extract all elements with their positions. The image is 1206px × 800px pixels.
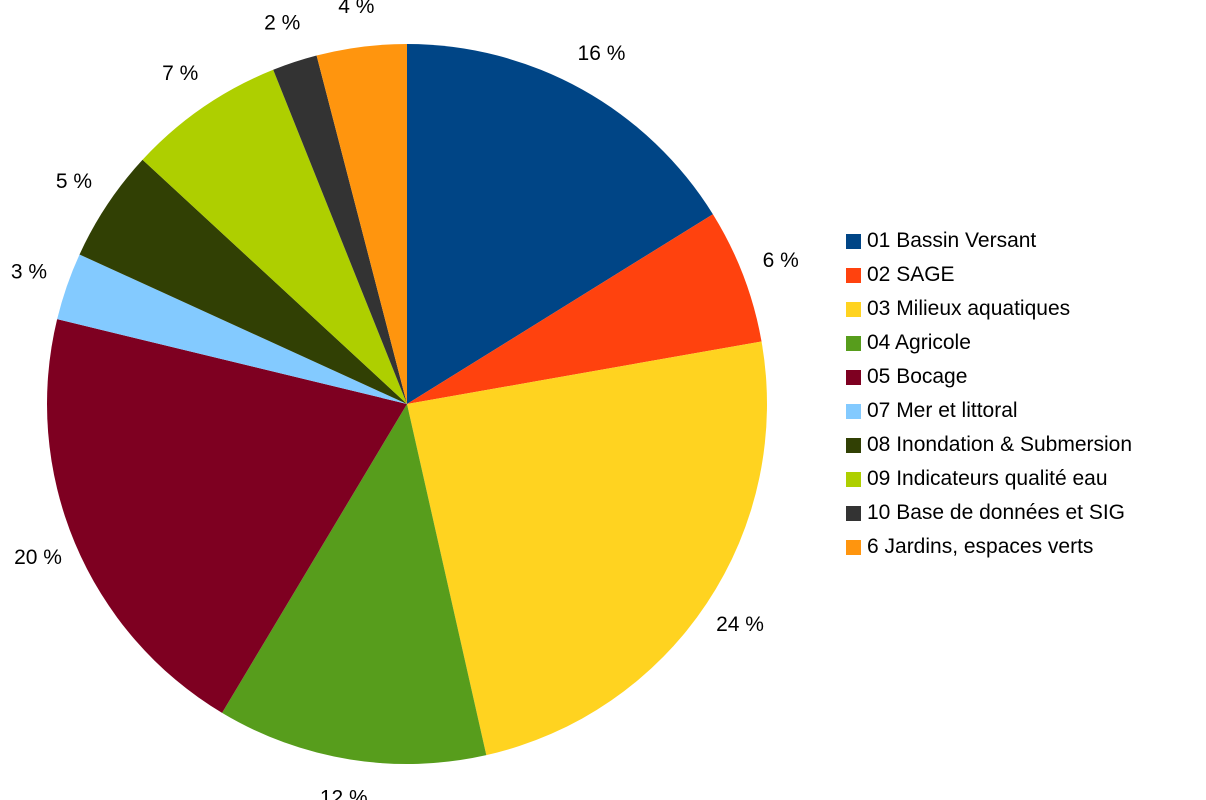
pie-slice-3 <box>222 404 487 764</box>
legend-label: 10 Base de données et SIG <box>867 501 1126 524</box>
pie-percent-label-1: 6 % <box>763 249 799 272</box>
pie-percent-label-6: 5 % <box>56 170 92 193</box>
pie-percent-label-4: 20 % <box>14 546 62 569</box>
pie-percent-label-5: 3 % <box>11 261 47 284</box>
legend-item-8: 10 Base de données et SIG <box>846 496 1202 530</box>
pie-slice-7 <box>142 69 407 405</box>
legend-label: 04 Agricole <box>867 331 971 354</box>
legend-item-2: 03 Milieux aquatiques <box>846 292 1202 326</box>
pie-slice-5 <box>57 254 408 404</box>
pie-percent-label-9: 4 % <box>338 0 374 18</box>
legend-swatch <box>846 233 861 249</box>
legend-label: 01 Bassin Versant <box>867 229 1037 252</box>
pie-slice-1 <box>407 214 762 404</box>
legend-label: 08 Inondation & Submersion <box>867 433 1133 456</box>
pie-slice-8 <box>273 55 407 405</box>
legend-label: 03 Milieux aquatiques <box>867 297 1071 320</box>
legend-swatch <box>846 539 861 555</box>
legend-swatch <box>846 471 861 487</box>
legend-swatch <box>846 437 861 453</box>
pie-percent-label-3: 12 % <box>320 787 368 800</box>
pie-percent-label-2: 24 % <box>716 613 764 636</box>
legend-swatch <box>846 403 861 419</box>
legend-label: 02 SAGE <box>867 263 955 286</box>
legend-swatch <box>846 267 861 283</box>
chart-legend: 01 Bassin Versant 02 SAGE 03 Milieux aquat… <box>846 224 1202 564</box>
legend-item-6: 08 Inondation & Submersion <box>846 428 1202 462</box>
legend-item-9: 6 Jardins, espaces verts <box>846 530 1202 564</box>
legend-label: 07 Mer et littoral <box>867 399 1018 422</box>
legend-item-3: 04 Agricole <box>846 326 1202 360</box>
legend-swatch <box>846 335 861 351</box>
legend-label: 6 Jardins, espaces verts <box>867 535 1094 558</box>
pie-percent-labels: 16 % 6 % 24 % 12 % 20 % 3 % 5 % 7 % 2 % 4 % <box>11 0 799 800</box>
legend-item-7: 09 Indicateurs qualité eau <box>846 462 1202 496</box>
pie-slice-9 <box>316 44 407 404</box>
legend-swatch <box>846 301 861 317</box>
pie-slice-4 <box>47 319 407 713</box>
pie-percent-label-0: 16 % <box>578 42 626 65</box>
legend-label: 05 Bocage <box>867 365 968 388</box>
pie-percent-label-7: 7 % <box>162 62 198 85</box>
legend-swatch <box>846 505 861 521</box>
legend-swatch <box>846 369 861 385</box>
legend-item-5: 07 Mer et littoral <box>846 394 1202 428</box>
pie-slice-6 <box>79 159 408 404</box>
pie-percent-label-8: 2 % <box>264 12 300 35</box>
legend-item-4: 05 Bocage <box>846 360 1202 394</box>
legend-label: 09 Indicateurs qualité eau <box>867 467 1108 490</box>
pie-slices <box>47 44 767 764</box>
pie-slice-2 <box>407 341 767 756</box>
pie-slice-0 <box>407 44 713 404</box>
legend-item-0: 01 Bassin Versant <box>846 224 1202 258</box>
legend-item-1: 02 SAGE <box>846 258 1202 292</box>
